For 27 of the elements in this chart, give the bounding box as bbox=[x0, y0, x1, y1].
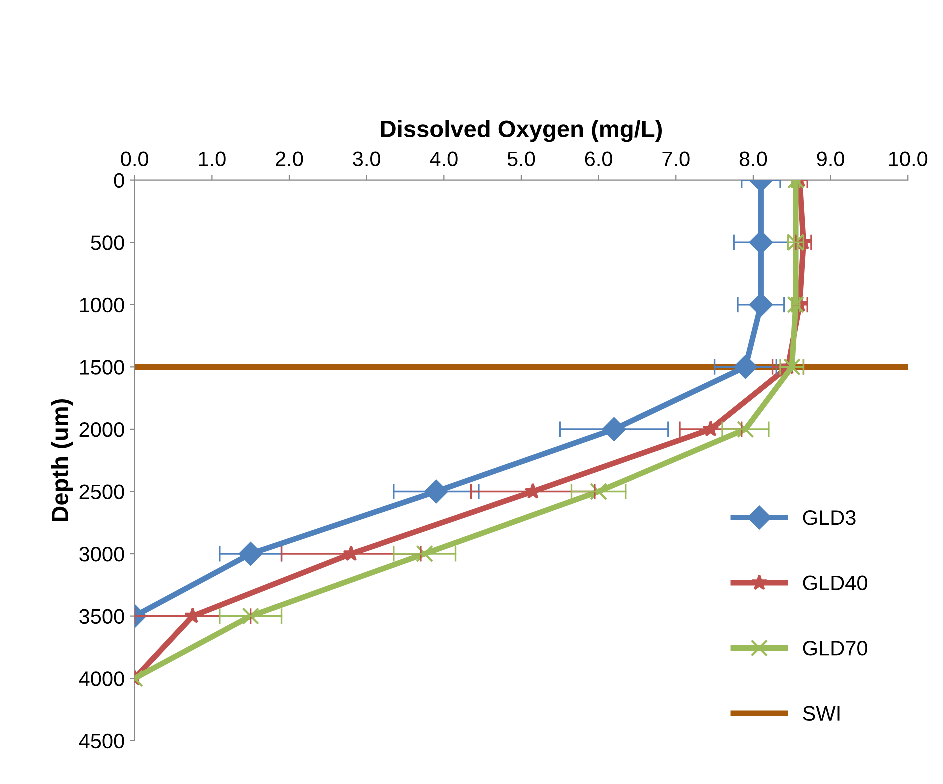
x-tick-label: 6.0 bbox=[585, 152, 612, 166]
y-tick-label: 2500 bbox=[80, 484, 124, 500]
x-tick-label: 5.0 bbox=[508, 152, 536, 166]
y-tick-label: 1000 bbox=[80, 298, 124, 313]
y-tick-label: 2000 bbox=[80, 422, 124, 438]
y-tick-label: 4500 bbox=[79, 734, 124, 749]
legend-label: GLD40 bbox=[803, 576, 868, 591]
x-tick-label: 2.0 bbox=[276, 152, 304, 166]
x-tick-label: 1.0 bbox=[199, 152, 226, 166]
y-tick-label: 1500 bbox=[80, 360, 124, 375]
x-tick-label: 9.0 bbox=[817, 152, 844, 166]
y-tick-label: 500 bbox=[91, 236, 124, 250]
legend-label: GLD3 bbox=[803, 510, 856, 526]
y-tick-label: 0 bbox=[114, 173, 124, 188]
x-tick-label: 3.0 bbox=[353, 152, 380, 166]
x-axis-title: Dissolved Oxygen (mg/L) bbox=[381, 120, 662, 142]
y-tick-label: 3500 bbox=[80, 609, 124, 624]
x-tick-label: 10.0 bbox=[889, 152, 928, 166]
legend-label: GLD70 bbox=[803, 641, 868, 656]
y-tick-label: 4000 bbox=[79, 672, 124, 686]
legend-label: SWI bbox=[803, 706, 840, 722]
x-tick-label: 7.0 bbox=[662, 152, 690, 166]
y-tick-label: 3000 bbox=[80, 547, 124, 562]
x-tick-label: 8.0 bbox=[740, 152, 768, 166]
y-axis-title: Depth (um) bbox=[51, 399, 74, 522]
x-tick-label: 0.0 bbox=[121, 152, 149, 166]
x-tick-label: 4.0 bbox=[430, 152, 458, 166]
